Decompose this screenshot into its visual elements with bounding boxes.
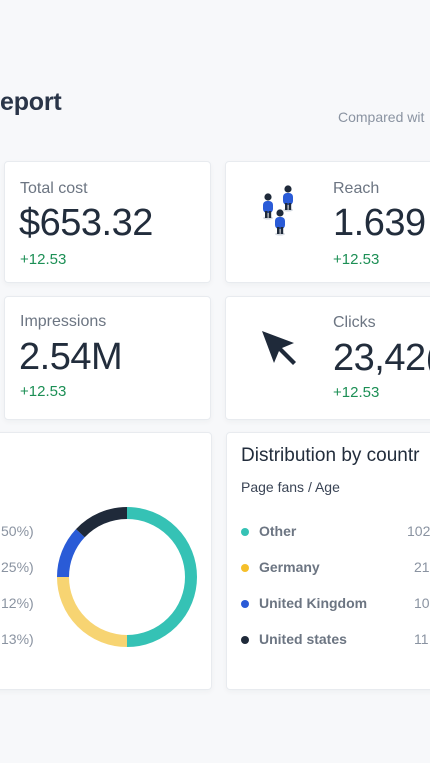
total-cost-label: Total cost (20, 180, 88, 197)
clicks-card[interactable]: Clicks 23,42( +12.53 (225, 296, 430, 420)
slice-united-states[interactable] (75, 507, 128, 538)
impressions-delta: +12.53 (20, 383, 67, 400)
legend-label: Other (259, 523, 297, 539)
impressions-card[interactable]: Impressions 2.54M +12.53 (4, 296, 211, 420)
percent-label: 50%) (1, 523, 34, 539)
clicks-delta: +12.53 (333, 384, 380, 401)
legend-value: 11 5 (414, 631, 430, 647)
cursor-icon (260, 329, 300, 369)
legend-label: Germany (259, 559, 320, 575)
percent-label: 25%) (1, 559, 34, 575)
legend-value: 102 4: (407, 523, 430, 539)
reach-value: 1.639 (333, 202, 426, 244)
reach-card[interactable]: Reach 1.639 +12.53 (225, 161, 430, 283)
total-cost-value: $653.32 (19, 202, 153, 244)
legend-label: United states (259, 631, 347, 647)
slice-germany[interactable] (57, 576, 128, 647)
legend-label: United Kingdom (259, 595, 368, 611)
slice-united-kingdom[interactable] (57, 529, 85, 578)
slice-other[interactable] (126, 507, 197, 647)
legend-value: 21 6 (414, 559, 430, 575)
percent-label: 13%) (1, 631, 34, 647)
distribution-title: Distribution by countr (241, 445, 420, 466)
legend-item-germany: Germany 21 6 (241, 558, 430, 578)
legend-dot (241, 528, 249, 536)
legend-value: 10 4: (414, 595, 430, 611)
legend-item-other: Other 102 4: (241, 522, 430, 542)
total-cost-card[interactable]: Total cost $653.32 +12.53 (4, 161, 211, 283)
impressions-label: Impressions (20, 313, 107, 330)
reach-label: Reach (333, 180, 380, 197)
legend-dot (241, 600, 249, 608)
page-title: eport (0, 88, 62, 116)
legend-dot (241, 636, 249, 644)
reach-delta: +12.53 (333, 251, 380, 268)
distribution-card: Distribution by countr Page fans / Age O… (226, 432, 430, 690)
donut-chart (57, 507, 197, 647)
legend-item-united-kingdom: United Kingdom 10 4: (241, 594, 430, 614)
legend-item-united-states: United states 11 5 (241, 630, 430, 650)
distribution-subtitle[interactable]: Page fans / Age (241, 479, 340, 495)
percent-label: 12%) (1, 595, 34, 611)
clicks-label: Clicks (333, 314, 376, 331)
total-cost-delta: +12.53 (20, 251, 67, 268)
impressions-value: 2.54M (19, 336, 123, 378)
people-icon (258, 184, 302, 240)
clicks-value: 23,42( (333, 337, 430, 379)
donut-card: 50%) 25%) 12%) 13%) (0, 432, 212, 690)
compared-with-selector[interactable]: Compared wit (338, 109, 425, 125)
legend-dot (241, 564, 249, 572)
